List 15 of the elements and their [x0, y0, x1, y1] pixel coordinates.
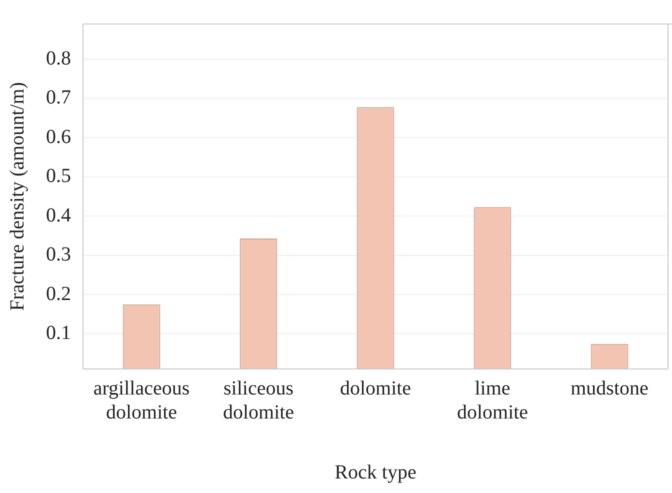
x-tick-label: argillaceous dolomite — [93, 377, 190, 424]
y-tick-label: 0.8 — [46, 48, 71, 70]
x-tick-label: siliceous dolomite — [222, 377, 294, 424]
x-tick-label: lime dolomite — [456, 377, 528, 424]
y-tick-label: 0.5 — [46, 165, 71, 188]
x-axis-title: Rock type — [334, 461, 416, 484]
x-tick-label: dolomite — [340, 377, 412, 400]
y-tick-label: 0.3 — [46, 244, 71, 266]
y-tick-label: 0.4 — [46, 204, 71, 226]
y-tick-label: 0.6 — [46, 126, 71, 148]
y-tick-label: 0.2 — [46, 282, 71, 305]
y-tick-label: 0.7 — [46, 86, 71, 109]
y-tick-label: 0.1 — [46, 322, 71, 344]
y-axis-title: Fracture density (amount/m) — [6, 82, 28, 311]
x-tick-label: mudstone — [570, 377, 649, 400]
